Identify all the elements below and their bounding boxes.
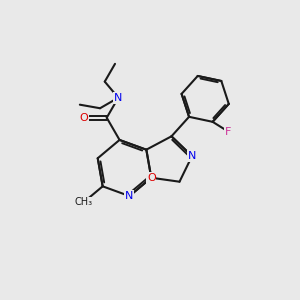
Text: O: O	[147, 173, 156, 183]
Text: N: N	[114, 93, 122, 103]
Text: F: F	[225, 127, 231, 136]
Text: CH₃: CH₃	[74, 197, 92, 207]
Text: N: N	[125, 191, 134, 201]
Text: O: O	[80, 113, 88, 123]
Text: N: N	[188, 151, 196, 161]
